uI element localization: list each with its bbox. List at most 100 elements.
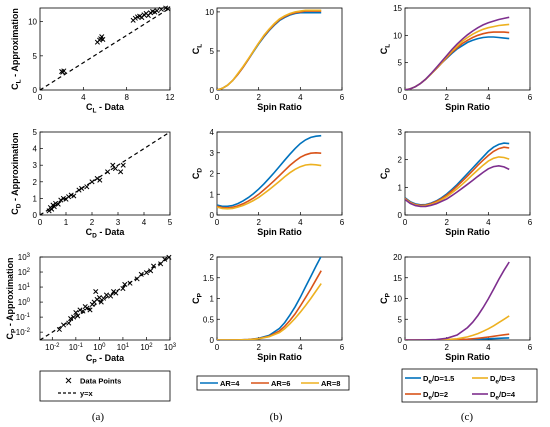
x-tick-label: 4 — [486, 343, 491, 352]
x-tick-label: 2 — [256, 343, 261, 352]
point-stroke — [113, 290, 119, 296]
x-tick-label: 6 — [340, 218, 345, 227]
chart-c3: 0 2 4 6 0 5 10 15 20 Spin Ratio CP — [379, 253, 533, 362]
data-point — [108, 293, 114, 299]
data-point — [66, 194, 72, 200]
data-point — [60, 322, 67, 328]
data-point — [58, 197, 64, 203]
x-tick-label: 4 — [486, 218, 491, 227]
data-point — [84, 184, 90, 190]
x-tick-label: 1 — [64, 218, 69, 227]
y-tick-label: 0 — [398, 336, 403, 345]
x-axis-label: CP - Data — [86, 353, 125, 366]
data-point — [127, 280, 133, 286]
data-point — [93, 289, 99, 295]
y-tick-label: 10-1 — [16, 313, 31, 322]
y-tick-label: 3 — [398, 128, 403, 137]
series-line-ar-4 — [217, 134, 322, 208]
panel-letter-a: (a) — [92, 411, 105, 423]
data-point — [66, 320, 72, 326]
data-point — [158, 6, 164, 12]
y-tick-label: 10 — [28, 18, 37, 27]
legend-label: AR=4 — [220, 379, 240, 388]
data-point — [150, 263, 157, 269]
legend-label: Data Points — [80, 377, 121, 386]
y-axis-label: CL - Approximation — [10, 8, 23, 90]
point-stroke — [58, 197, 64, 203]
y-tick-label: 15 — [393, 4, 402, 13]
point-stroke — [87, 307, 93, 313]
y-axis-label: CP — [191, 292, 204, 304]
chart-c1: 0 2 4 6 0 5 10 15 Spin Ratio CL — [379, 4, 533, 112]
y-tick-label: 1 — [398, 183, 403, 192]
legend-label: y=x — [80, 389, 94, 398]
x-tick-label: 0 — [38, 93, 43, 102]
y-tick-label: 0 — [398, 211, 403, 220]
series-line-ar-8 — [217, 283, 322, 340]
x-tick-label: 100 — [93, 343, 106, 352]
point-stroke — [118, 169, 124, 175]
data-point — [165, 6, 171, 12]
data-point — [61, 68, 67, 74]
y-axis-label: CD — [379, 168, 392, 180]
point-stroke — [100, 36, 106, 42]
data-point — [46, 208, 52, 214]
data-point — [154, 8, 160, 14]
point-stroke — [162, 256, 168, 262]
x-tick-label: 4 — [298, 218, 303, 227]
point-stroke — [46, 208, 52, 214]
y-tick-label: 1.5 — [203, 274, 215, 283]
x-tick-label: 10-2 — [45, 343, 60, 352]
x-axis-label: CL - Data — [86, 102, 125, 115]
legend-label: De/D=1.5 — [423, 374, 454, 386]
chart-a2: 0 1 2 3 4 5 0 1 2 3 4 5 CD - Data CD - Approximation — [10, 128, 173, 240]
data-point — [134, 276, 140, 282]
y-tick-label: 5 — [398, 59, 403, 68]
point-stroke — [158, 6, 164, 12]
legend-a: Data Points y=x — [39, 370, 171, 402]
y-tick-label: 0 — [210, 336, 215, 345]
y-tick-label: 2 — [33, 178, 38, 187]
point-stroke — [51, 204, 57, 210]
series-line-de-d-4 — [405, 16, 510, 90]
series-line-de-d-2 — [405, 146, 510, 207]
data-point — [96, 295, 102, 301]
point-stroke — [165, 6, 171, 12]
point-stroke — [93, 289, 99, 295]
data-point — [71, 193, 77, 199]
x-tick-label: 4 — [142, 218, 147, 227]
y-tick-label: 5 — [398, 315, 403, 324]
data-point — [143, 270, 150, 276]
point-stroke — [103, 292, 110, 298]
y-axis-label: CP — [379, 292, 392, 304]
y-tick-label: 10 — [393, 295, 402, 304]
point-stroke — [134, 276, 140, 282]
y-tick-label: 0 — [210, 86, 215, 95]
series-line-de-d-4 — [405, 261, 510, 340]
y-tick-label: 0.5 — [203, 315, 215, 324]
point-stroke — [122, 281, 128, 287]
y-tick-label: 103 — [18, 253, 31, 262]
x-tick-label: 6 — [340, 343, 345, 352]
y-axis-label: CL — [191, 44, 204, 55]
point-stroke — [137, 13, 143, 19]
legend-box — [196, 375, 350, 391]
y-tick-label: 1 — [210, 190, 215, 199]
y-tick-label: 2 — [210, 253, 215, 262]
y-tick-label: 100 — [18, 298, 31, 307]
point-stroke — [154, 8, 160, 14]
data-point — [148, 268, 154, 274]
y-tick-label: 5 — [33, 52, 38, 61]
y-tick-label: 101 — [18, 283, 31, 292]
x-tick-label: 0 — [215, 343, 220, 352]
data-point — [158, 261, 164, 267]
legend-b: AR=4 AR=6 AR=8 — [196, 375, 350, 391]
y-axis-label: CL — [379, 44, 392, 55]
point-stroke — [71, 314, 77, 320]
panel-letter-c: (c) — [461, 411, 474, 423]
point-stroke — [89, 179, 95, 185]
data-point — [98, 299, 104, 305]
